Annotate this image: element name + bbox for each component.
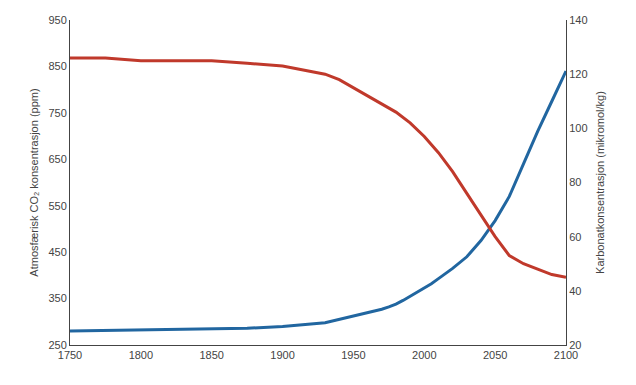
svg-text:1850: 1850: [199, 349, 223, 361]
svg-text:1750: 1750: [58, 349, 82, 361]
svg-text:750: 750: [48, 107, 66, 119]
svg-text:Karbonatkonsentrasjon (mikromo: Karbonatkonsentrasjon (mikromol/kg): [594, 91, 606, 274]
svg-text:2100: 2100: [554, 349, 578, 361]
svg-text:1950: 1950: [341, 349, 365, 361]
svg-text:120: 120: [569, 68, 587, 80]
svg-text:100: 100: [569, 122, 587, 134]
svg-text:60: 60: [569, 231, 581, 243]
svg-text:250: 250: [48, 339, 66, 351]
svg-text:80: 80: [569, 176, 581, 188]
svg-text:140: 140: [569, 14, 587, 26]
svg-text:2050: 2050: [483, 349, 507, 361]
svg-text:350: 350: [48, 292, 66, 304]
svg-text:1800: 1800: [129, 349, 153, 361]
svg-text:2000: 2000: [412, 349, 436, 361]
svg-text:650: 650: [48, 153, 66, 165]
svg-text:550: 550: [48, 200, 66, 212]
svg-text:450: 450: [48, 246, 66, 258]
svg-text:850: 850: [48, 60, 66, 72]
svg-text:950: 950: [48, 14, 66, 26]
svg-text:20: 20: [569, 339, 581, 351]
svg-text:1900: 1900: [270, 349, 294, 361]
svg-text:40: 40: [569, 285, 581, 297]
svg-text:Atmosfærisk CO₂ konsentrasjon: Atmosfærisk CO₂ konsentrasjon (ppm): [28, 88, 40, 276]
